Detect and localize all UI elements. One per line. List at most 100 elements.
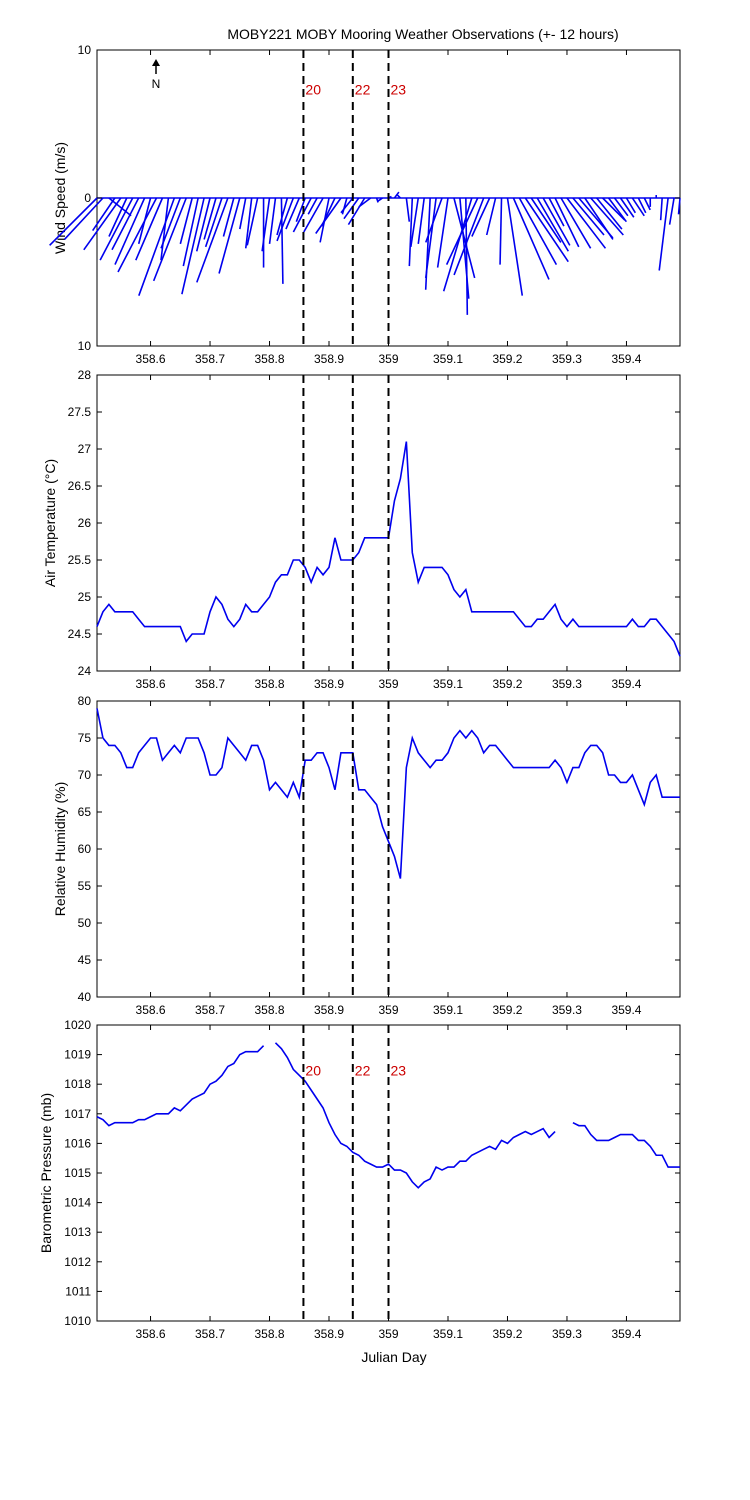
wind-stick [560,197,592,249]
y-tick-label: 26.5 [68,479,92,493]
wind-stick [425,197,443,243]
wind-stick [375,197,379,203]
x-tick-label: 359.4 [611,1003,641,1017]
x-tick-label: 359.3 [552,1003,582,1017]
y-tick-label: 1015 [64,1166,91,1180]
y-tick-label: 24 [78,664,92,678]
event-marker-label: 22 [355,1062,371,1078]
wind-stick [619,197,635,218]
x-tick-label: 358.6 [136,1003,166,1017]
barometric-pressure-panel: Barometric Pressure (mb) 20 22 23 358.6 358… [38,1018,681,1341]
wind-stick [602,197,626,221]
x-tick-label: 359.3 [552,677,582,691]
x-tick-label: 359.4 [611,352,641,366]
x-tick-label: 358.7 [195,677,225,691]
y-tick-label: 27.5 [68,405,92,419]
y-tick-label: 70 [78,768,92,782]
wind-stick [222,197,235,237]
wind-stick [276,197,289,236]
y-tick-label: 10 [78,43,92,57]
x-tick-label: 358.8 [255,1003,285,1017]
x-tick-label: 359.1 [433,352,463,366]
barometric-pressure-ylabel: Barometric Pressure (mb) [38,1093,54,1253]
wind-stick [292,197,312,233]
wind-stick [658,197,669,271]
wind-stick [111,197,140,251]
wind-stick [285,197,301,230]
y-tick-label: 1016 [64,1136,91,1150]
y-tick-label: 27 [78,442,92,456]
wind-stick [195,197,211,252]
wind-stick [49,197,98,246]
y-tick-label: 10 [78,339,92,353]
wind-stick [182,197,199,267]
air-temperature-panel: Air Temperature (°C) 358.6 358.7 358.8 358.… [42,368,681,691]
event-marker-label: 22 [355,81,371,97]
wind-stick [114,197,146,265]
x-tick-label: 359 [378,677,398,691]
wind-stick [625,197,637,214]
wind-stick [347,197,366,226]
wind-stick [280,197,284,284]
air-temperature-ylabel: Air Temperature (°C) [42,459,58,587]
y-tick-label: 1013 [64,1225,91,1239]
event-marker-label: 23 [391,1062,407,1078]
x-tick-label: 359.2 [492,1327,522,1341]
wind-stick [405,197,411,222]
y-tick-label: 25.5 [68,553,92,567]
wind-stick [572,197,605,236]
barometric-pressure-series-line [96,1042,680,1189]
wind-stick [548,197,565,227]
wind-stick [246,197,259,246]
wind-stick [203,197,217,240]
wind-stick [108,197,128,237]
wind-stick [542,197,571,246]
wind-stick [276,197,295,242]
wind-stick [393,191,400,199]
wind-stick [63,197,104,240]
relative-humidity-series-line [96,708,680,879]
x-tick-label: 358.7 [195,352,225,366]
x-tick-label: 359.2 [492,677,522,691]
y-tick-label: 1012 [64,1255,91,1269]
wind-stick [590,197,624,236]
wind-stick [596,197,623,230]
y-tick-label: 55 [78,879,92,893]
y-tick-label: 28 [78,368,92,382]
wind-speed-panel: Wind Speed (m/s) N 20 22 23 358.6 358.7 358.… [49,43,681,366]
wind-stick [117,197,158,273]
wind-stick [91,197,116,232]
x-axis-label: Julian Day [361,1349,426,1365]
wind-stick [396,194,401,199]
wind-stick [340,197,354,214]
x-tick-label: 359 [378,1003,398,1017]
x-tick-label: 358.7 [195,1327,225,1341]
north-arrow-icon: N [152,59,160,91]
x-tick-label: 358.8 [255,352,285,366]
wind-stick [315,197,342,234]
wind-stick [631,197,645,217]
event-marker-label: 20 [305,1062,321,1078]
x-tick-label: 359 [378,352,398,366]
y-tick-label: 1010 [64,1314,91,1328]
y-tick-label: 24.5 [68,627,92,641]
wind-stick [244,197,253,249]
wind-stick [160,197,182,249]
x-tick-label: 358.8 [255,677,285,691]
wind-stick [135,197,164,261]
wind-stick [417,197,425,244]
y-tick-label: 40 [78,990,92,1004]
y-tick-label: 1018 [64,1077,91,1091]
wind-stick [181,197,205,295]
wind-stick [341,197,348,215]
x-tick-label: 359.1 [433,1003,463,1017]
x-tick-label: 359.2 [492,352,522,366]
y-tick-label: 80 [78,694,92,708]
wind-stick [358,197,372,208]
wind-stick [524,197,569,263]
x-tick-label: 359.2 [492,1003,522,1017]
wind-stick [668,197,675,225]
wind-stick [643,197,651,211]
x-tick-label: 359.3 [552,1327,582,1341]
